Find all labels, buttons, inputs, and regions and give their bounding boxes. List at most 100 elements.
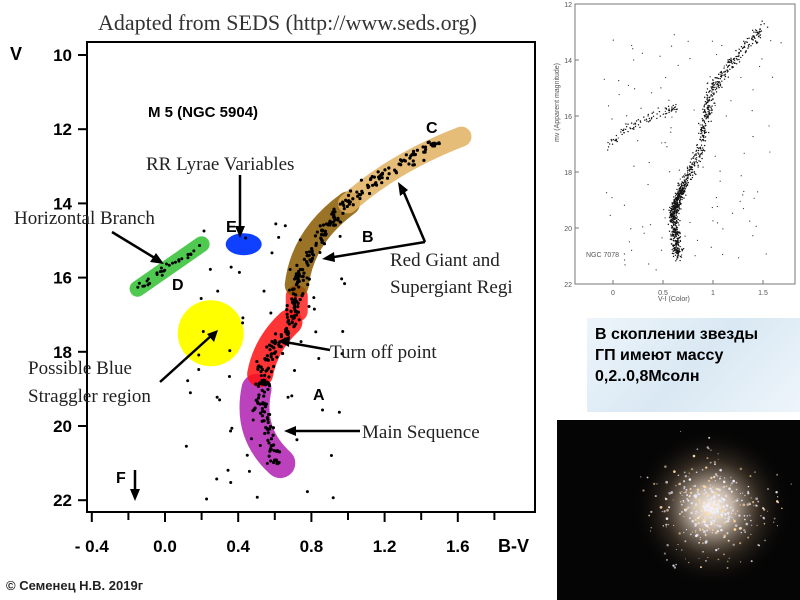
photo-star bbox=[699, 538, 702, 541]
inset-star-point bbox=[691, 162, 693, 164]
photo-star bbox=[686, 497, 689, 500]
photo-star bbox=[695, 471, 698, 474]
inset-star-point bbox=[743, 152, 745, 154]
star-point bbox=[256, 367, 260, 371]
photo-star bbox=[727, 511, 730, 515]
inset-star-point bbox=[730, 60, 733, 63]
photo-star bbox=[690, 511, 693, 515]
photo-star bbox=[694, 529, 697, 532]
inset-star-point bbox=[708, 111, 710, 114]
photo-star bbox=[713, 460, 717, 464]
photo-star bbox=[681, 494, 683, 497]
inset-star-point bbox=[709, 96, 711, 98]
inset-star-point bbox=[679, 187, 682, 190]
star-point bbox=[294, 283, 299, 287]
star-point bbox=[307, 253, 311, 257]
inset-star-point bbox=[712, 84, 715, 86]
inset-star-point bbox=[679, 259, 681, 262]
star-point bbox=[230, 426, 234, 430]
inset-star-point bbox=[703, 121, 706, 124]
photo-star bbox=[744, 518, 746, 521]
inset-star-point bbox=[677, 192, 680, 194]
photo-star bbox=[723, 508, 727, 511]
photo-star bbox=[698, 527, 701, 530]
inset-star-point bbox=[676, 228, 678, 231]
star-point bbox=[302, 271, 306, 275]
inset-star-point bbox=[673, 34, 675, 36]
photo-star bbox=[717, 453, 719, 455]
inset-star-point bbox=[702, 166, 704, 168]
photo-star bbox=[701, 522, 703, 524]
photo-star bbox=[710, 496, 713, 499]
photo-star bbox=[748, 502, 750, 504]
photo-star bbox=[697, 511, 699, 514]
hr-diagram-m5: Adapted from SEDS (http://www.seds.org) … bbox=[10, 10, 536, 556]
inset-star-point bbox=[679, 186, 682, 188]
inset-star-point bbox=[710, 95, 712, 97]
inset-star-point bbox=[758, 31, 761, 33]
inset-star-point bbox=[652, 115, 655, 117]
inset-star-point bbox=[743, 40, 745, 42]
photo-star bbox=[686, 493, 689, 496]
inset-star-point bbox=[714, 88, 717, 91]
inset-star-point bbox=[768, 125, 770, 127]
star-point bbox=[412, 163, 416, 167]
inset-star-point bbox=[677, 255, 680, 257]
inset-star-point bbox=[671, 252, 674, 255]
photo-star bbox=[700, 506, 703, 509]
star-point bbox=[228, 349, 232, 353]
inset-star-point bbox=[715, 86, 717, 89]
inset-star-point bbox=[677, 253, 680, 255]
star-point bbox=[355, 190, 359, 194]
inset-star-point bbox=[716, 83, 719, 85]
inset-star-point bbox=[746, 37, 749, 40]
turn-off-arrow bbox=[284, 340, 331, 352]
inset-star-point bbox=[730, 61, 732, 64]
photo-star bbox=[701, 468, 704, 471]
star-point bbox=[332, 207, 336, 211]
inset-star-point bbox=[770, 40, 772, 42]
inset-star-point bbox=[620, 131, 622, 133]
star-point bbox=[257, 393, 261, 397]
inset-star-point bbox=[633, 123, 635, 125]
star-point bbox=[365, 183, 370, 187]
star-point bbox=[273, 332, 278, 336]
photo-star bbox=[724, 512, 727, 516]
inset-star-point bbox=[676, 208, 678, 211]
inset-star-point bbox=[677, 218, 679, 221]
photo-star bbox=[716, 509, 718, 511]
inset-star-point bbox=[674, 221, 676, 224]
inset-star-point bbox=[711, 85, 714, 87]
star-point bbox=[380, 176, 384, 180]
inset-star-point bbox=[673, 196, 675, 198]
inset-star-point bbox=[757, 191, 759, 193]
inset-star-point bbox=[714, 77, 716, 79]
star-point bbox=[297, 318, 301, 322]
inset-star-point bbox=[671, 208, 673, 211]
inset-star-point bbox=[687, 181, 689, 184]
star-point bbox=[280, 351, 285, 356]
photo-star bbox=[666, 508, 669, 512]
y-tick-label: 16 bbox=[53, 269, 72, 288]
star-point bbox=[331, 210, 335, 214]
star-point bbox=[272, 449, 276, 453]
inset-star-point bbox=[702, 125, 704, 127]
photo-star bbox=[698, 499, 701, 502]
inset-star-point bbox=[671, 219, 674, 222]
photo-star bbox=[749, 503, 752, 506]
inset-star-point bbox=[679, 219, 681, 222]
photo-star bbox=[726, 560, 729, 563]
inset-star-point bbox=[723, 71, 725, 73]
photo-star bbox=[711, 524, 713, 526]
star-point bbox=[265, 368, 269, 372]
inset-star-point bbox=[766, 26, 769, 28]
star-point bbox=[385, 176, 390, 180]
inset-star-point bbox=[704, 140, 707, 142]
inset-star-point bbox=[674, 206, 676, 209]
inset-star-point bbox=[675, 214, 677, 217]
inset-star-point bbox=[713, 84, 716, 86]
photo-star bbox=[746, 503, 750, 506]
inset-star-point bbox=[674, 211, 676, 214]
horizontal-branch-arrow bbox=[111, 230, 159, 262]
inset-star-point bbox=[694, 255, 696, 257]
